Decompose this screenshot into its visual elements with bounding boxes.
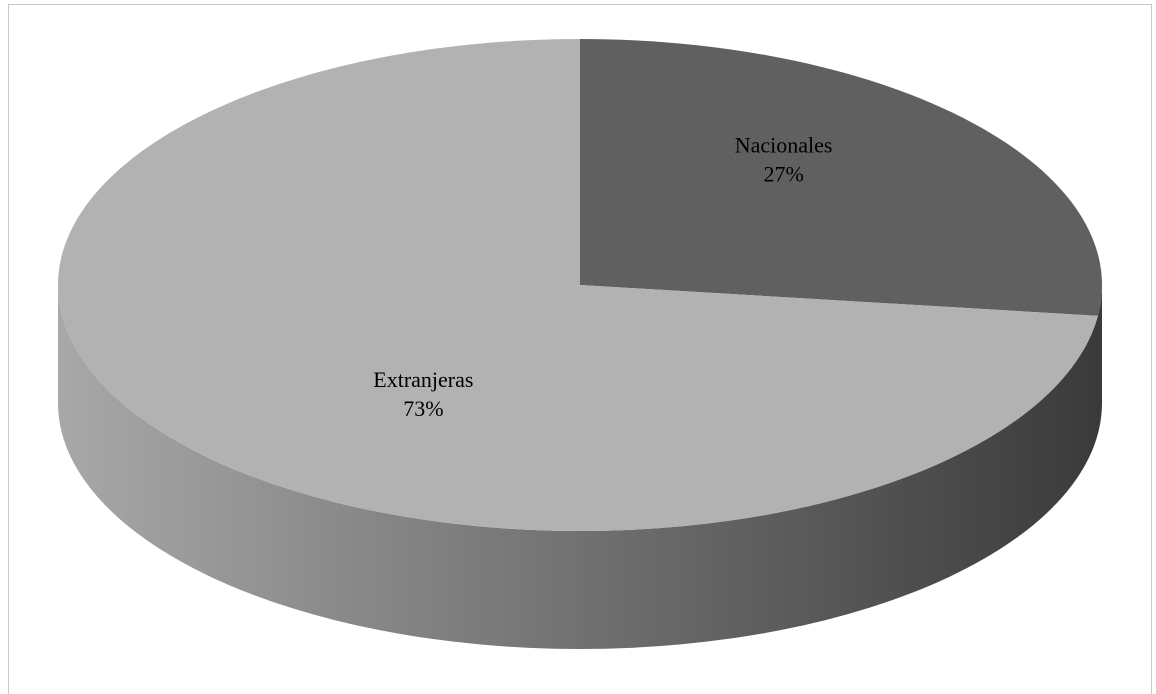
pie-slice-extranjeras (57, 39, 1098, 531)
slice-percent-label: 27% (763, 161, 803, 186)
pie-side-wall (58, 285, 1102, 649)
slice-name-label: Nacionales (735, 132, 833, 157)
slice-name-label: Extranjeras (373, 367, 473, 392)
slice-percent-label: 73% (403, 396, 443, 421)
pie-slice-nacionales (580, 39, 1102, 316)
